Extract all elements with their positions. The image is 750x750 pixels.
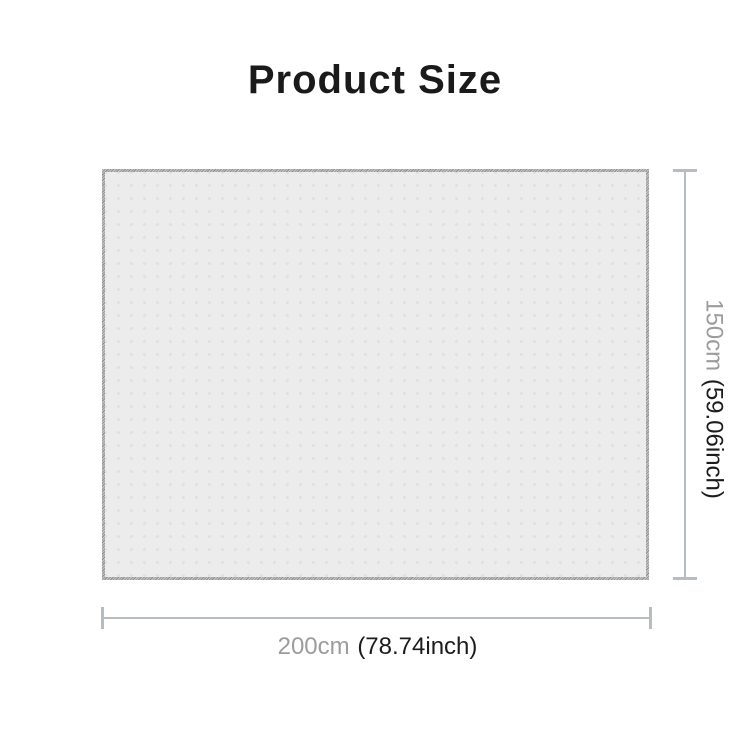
height-line [684, 169, 686, 580]
width-imperial-value: (78.74inch) [357, 633, 478, 660]
height-dimension-label: 150cm (59.06inch) [699, 299, 728, 499]
height-metric-value: 150cm [700, 299, 728, 372]
page-title: Product Size [247, 58, 503, 102]
product-rectangle [102, 169, 649, 580]
width-metric-value: 200cm [277, 633, 350, 660]
height-dimension-line [673, 169, 697, 580]
width-dimension-line [101, 607, 652, 629]
width-dimension-label: 200cm (78.74inch) [102, 633, 653, 662]
width-line-right-cap [649, 607, 652, 629]
width-line [101, 617, 652, 619]
height-line-bottom-cap [673, 577, 697, 580]
height-imperial-value: (59.06inch) [700, 378, 728, 499]
